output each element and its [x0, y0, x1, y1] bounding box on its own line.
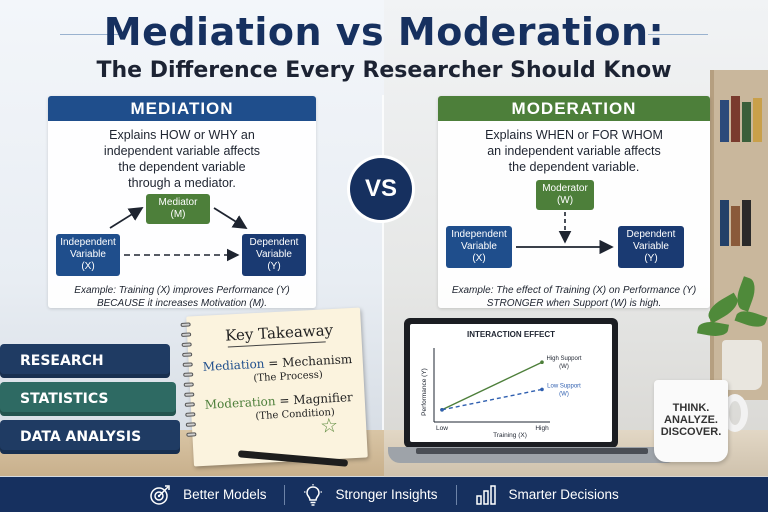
mediation-takeaway: Mediation = Mechanism: [202, 352, 352, 374]
independent-label-2: Variable: [461, 241, 497, 252]
independent-label: Independent: [60, 237, 116, 248]
moderation-description-line-3: the dependent variable.: [508, 160, 640, 174]
series-high-support-point-1: [540, 360, 544, 364]
mug-text-analyze: ANALYZE.: [664, 414, 718, 426]
star-icon: ☆: [319, 414, 339, 438]
moderation-example-line-2: STRONGER when Support (W) is high.: [486, 298, 662, 309]
moderation-arrows: [516, 212, 614, 255]
mediation-description: Explains HOW or WHY an independent varia…: [103, 128, 261, 190]
mediation-arrows: [109, 207, 248, 262]
footer-label-better-models: Better Models: [183, 487, 267, 502]
mediation-example: Example: Training (X) improves Performan…: [54, 284, 310, 310]
target-icon: [150, 484, 170, 505]
dependent-label: Dependent: [249, 237, 299, 248]
mediation-heading: MEDIATION: [48, 96, 316, 121]
low-support-label-2: (W): [559, 391, 569, 397]
laptop-keyboard: [416, 448, 648, 454]
low-support-label: Low Support: [547, 383, 581, 389]
bar-chart-icon: [475, 484, 496, 505]
lightbulb-icon: [304, 483, 323, 506]
dependent-label: Dependent: [626, 229, 676, 240]
moderation-example-line-1: Example: The effect of Training (X) on P…: [451, 285, 697, 296]
key-takeaway-notepad: Key Takeaway Mediation = Mechanism (The …: [180, 307, 368, 467]
moderation-example: Example: The effect of Training (X) on P…: [442, 284, 706, 310]
series-low-support-line: [441, 388, 543, 411]
footer-item-better-models: Better Models: [131, 484, 284, 506]
coffee-mug: THINK. ANALYZE. DISCOVER.: [654, 380, 728, 462]
book-research-methods: RESEARCH METHODS: [0, 344, 170, 403]
moderation-description-line-2: an independent variable affects: [487, 144, 661, 158]
independent-label: Independent: [451, 229, 507, 240]
plant-pot: [722, 340, 762, 390]
chart-tick-high: High: [535, 425, 549, 432]
book-statistics: STATISTICS: [0, 382, 176, 416]
mediator-box: Mediator (M): [146, 194, 210, 224]
moderator-symbol: (W): [556, 195, 574, 206]
footer-bar: Better Models Stronger Insights Smarter …: [0, 477, 768, 512]
moderation-description-line-1: Explains WHEN or FOR WHOM: [485, 128, 663, 142]
footer-separator: [284, 484, 286, 505]
page-title: Mediation vs Moderation:: [103, 10, 665, 54]
chart-x-axis-label: Training (X): [493, 432, 527, 439]
title-decoration-line: [648, 34, 708, 35]
moderation-panel: MODERATION Explains WHEN or FOR WHOM an …: [438, 96, 710, 310]
footer-label-smarter-decisions: Smarter Decisions: [508, 487, 619, 502]
title-decoration-line: [60, 34, 120, 35]
series-low-support-point-1: [540, 387, 544, 392]
dependent-label-2: Variable: [633, 241, 669, 252]
laptop-screen: INTERACTION EFFECT Performance (Y) Train…: [404, 318, 618, 448]
moderator-box: Moderator (W): [536, 180, 594, 210]
dependent-variable-box: Dependent Variable (Y): [618, 226, 684, 268]
dependent-symbol: (Y): [267, 261, 281, 272]
independent-variable-box: Independent Variable (X): [56, 234, 120, 276]
arrow-x-to-m: [109, 207, 144, 229]
mediator-symbol: (M): [170, 209, 186, 220]
series-low-support-point-0: [440, 408, 444, 412]
moderation-term: Moderation: [204, 394, 276, 412]
vs-badge: VS: [350, 158, 412, 220]
mediation-panel: MEDIATION Explains HOW or WHY an indepen…: [48, 96, 316, 310]
independent-label-2: Variable: [70, 249, 106, 260]
chart-y-axis-label: Performance (Y): [421, 368, 428, 416]
mediation-example-line-2: BECAUSE it increases Motivation (M).: [96, 298, 268, 309]
chart-title: INTERACTION EFFECT: [467, 330, 555, 339]
moderator-label: Moderator: [542, 183, 588, 194]
mediation-example-line-1: Example: Training (X) improves Performan…: [74, 285, 290, 296]
equals-sign: =: [279, 393, 290, 408]
mediation-term: Mediation: [202, 356, 265, 374]
high-support-label: High Support: [546, 356, 581, 362]
footer-label-stronger-insights: Stronger Insights: [335, 487, 438, 502]
moderation-meaning: Magnifier: [292, 390, 354, 408]
independent-variable-box: Independent Variable (X): [446, 226, 512, 268]
mediator-label: Mediator: [158, 197, 198, 208]
footer-separator: [455, 484, 457, 505]
interaction-chart: INTERACTION EFFECT Performance (Y) Train…: [421, 330, 582, 439]
laptop-display: INTERACTION EFFECT Performance (Y) Train…: [410, 324, 612, 442]
footer-item-smarter-decisions: Smarter Decisions: [457, 484, 637, 506]
high-support-label-2: (W): [559, 364, 569, 370]
equals-sign: =: [267, 355, 279, 371]
center-divider: [382, 95, 384, 430]
dependent-label-2: Variable: [256, 249, 292, 260]
independent-symbol: (X): [81, 261, 95, 272]
series-high-support-line: [441, 361, 543, 411]
chart-tick-low: Low: [436, 425, 448, 432]
moderation-heading: MODERATION: [438, 96, 710, 121]
page-subtitle: The Difference Every Researcher Should K…: [96, 58, 672, 83]
book-data-analysis: DATA ANALYSIS: [0, 420, 180, 454]
mediation-meaning: Mechanism: [281, 352, 353, 370]
arrow-m-to-y: [213, 207, 248, 229]
independent-symbol: (X): [472, 253, 486, 264]
dependent-symbol: (Y): [644, 253, 658, 264]
moderation-description: Explains WHEN or FOR WHOM an independent…: [438, 121, 710, 175]
footer-item-stronger-insights: Stronger Insights: [285, 483, 455, 506]
mug-text-think: THINK.: [672, 402, 710, 414]
dependent-variable-box: Dependent Variable (Y): [242, 234, 306, 276]
mug-text-discover: DISCOVER.: [660, 426, 722, 438]
mediation-note: (The Process): [253, 369, 324, 385]
